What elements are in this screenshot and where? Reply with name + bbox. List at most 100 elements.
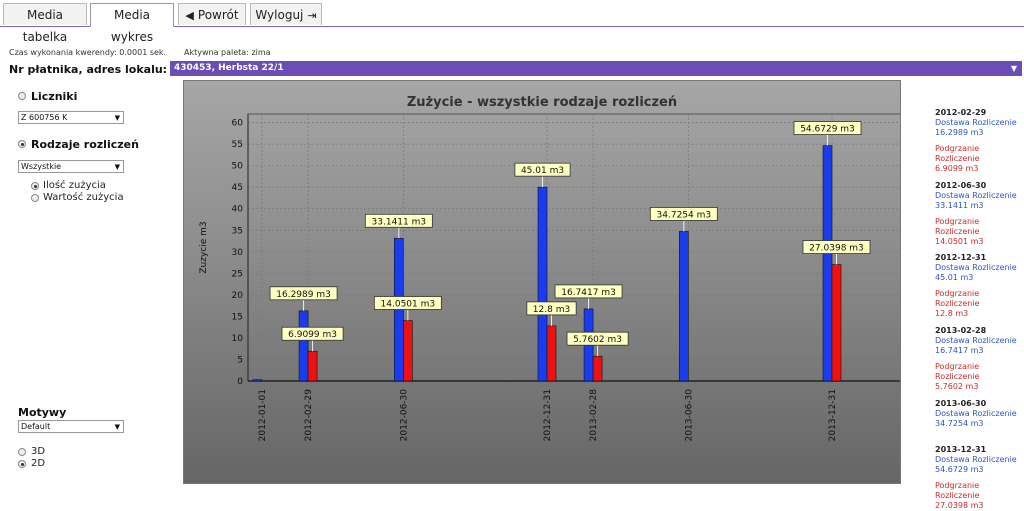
arrow-left-icon: ◀	[185, 9, 194, 22]
legend-series-name: Dostawa Rozliczenie	[935, 118, 1017, 127]
legend-series-name: Dostawa Rozliczenie	[935, 263, 1017, 272]
y-tick-label: 40	[232, 205, 244, 215]
dim-label-2d: 2D	[31, 458, 46, 469]
tab-logout[interactable]: Wyloguj ⇥	[250, 3, 322, 25]
data-label: 6.9099 m3	[288, 330, 337, 340]
legend-entry: 2012-12-31 Dostawa Rozliczenie 45.01 m3 Pod…	[935, 253, 1024, 319]
themes-label: Motywy	[18, 406, 67, 419]
bar-podgrzanie	[307, 350, 318, 382]
data-label-box	[364, 213, 433, 228]
x-tick-label: 2013-02-28	[589, 389, 599, 442]
legend-series-value: 54.6729 m3	[935, 465, 984, 474]
types-select-value: Wszystkie	[21, 162, 62, 171]
y-tick-label: 30	[232, 248, 244, 258]
legend-series-value: 45.01 m3	[935, 273, 974, 282]
tab-label: Media tabelka	[22, 8, 68, 44]
meter-select[interactable]: Z 600756 K ▼	[18, 111, 124, 124]
bar-podgrzanie	[592, 355, 603, 382]
data-label: 54.6729 m3	[800, 125, 855, 135]
legend-series-value: 16.2989 m3	[935, 128, 984, 137]
legend-series-name: Podgrzanie Rozliczenie	[935, 289, 980, 308]
data-label: 5.7602 m3	[573, 335, 622, 345]
data-label: 14.0501 m3	[381, 299, 436, 309]
chevron-down-icon: ▼	[114, 163, 120, 171]
legend-series-name: Podgrzanie Rozliczenie	[935, 481, 980, 500]
data-label-box	[514, 162, 571, 177]
theme-select-value: Default	[21, 422, 51, 431]
legend-series-name: Dostawa Rozliczenie	[935, 409, 1017, 418]
data-label-box	[554, 284, 623, 299]
legend-entry: 2012-06-30 Dostawa Rozliczenie 33.1411 m3 P…	[935, 181, 1024, 247]
bar-dostawa	[298, 310, 309, 382]
chevron-down-icon: ▼	[114, 114, 120, 122]
dim-radio-3d[interactable]	[18, 448, 26, 456]
bar-dostawa	[822, 145, 833, 382]
query-time: Czas wykonania kwerendy: 0.0001 sek.	[9, 48, 167, 57]
bar-podgrzanie	[403, 320, 413, 382]
bar-dostawa	[252, 379, 263, 382]
legend-series-name: Podgrzanie Rozliczenie	[935, 144, 980, 163]
dim-radio-2d[interactable]	[18, 460, 26, 468]
data-label-box	[373, 296, 442, 310]
legend-entry: 2013-12-31 Dostawa Rozliczenie 54.6729 m3 P…	[935, 445, 1024, 511]
legend-entry: 2013-06-30 Dostawa Rozliczenie 34.7254 m3	[935, 399, 1017, 429]
legend-date: 2013-06-30	[935, 399, 987, 408]
y-tick-label: 35	[232, 226, 243, 236]
mode-label-quantity: Ilość zużycia	[43, 180, 106, 191]
legend-series-name: Podgrzanie Rozliczenie	[935, 217, 980, 236]
legend-series-name: Dostawa Rozliczenie	[935, 455, 1017, 464]
y-tick-label: 0	[237, 377, 243, 387]
legend-date: 2012-06-30	[935, 181, 987, 190]
y-tick-label: 15	[232, 312, 243, 322]
x-tick-label: 2013-06-30	[684, 389, 694, 442]
data-label-box	[281, 326, 344, 341]
types-select[interactable]: Wszystkie ▼	[18, 160, 124, 173]
legend-date: 2012-12-31	[935, 253, 987, 262]
address-value: 430453, Herbsta 22/1	[174, 63, 284, 73]
types-label: Rodzaje rozliczeń	[31, 138, 139, 151]
bar-podgrzanie	[831, 264, 842, 382]
chevron-down-icon: ▼	[1010, 64, 1017, 73]
legend-series-value: 14.0501 m3	[935, 237, 984, 246]
data-label: 16.7417 m3	[561, 288, 616, 298]
legend-series-value: 5.7602 m3	[935, 382, 979, 391]
x-tick-label: 2013-12-31	[828, 389, 838, 441]
bar-dostawa	[679, 231, 689, 382]
y-tick-label: 55	[232, 140, 243, 150]
tab-media-wykres[interactable]: Media wykres	[90, 3, 174, 44]
active-palette: Aktywna paleta: zima	[184, 48, 271, 57]
meters-radio[interactable]	[18, 92, 26, 100]
legend-series-name: Dostawa Rozliczenie	[935, 191, 1017, 200]
dim-label-3d: 3D	[31, 446, 46, 457]
legend-series-value: 33.1411 m3	[935, 201, 984, 210]
x-tick-label: 2012-01-01	[258, 389, 268, 441]
chart-title: Zużycie - wszystkie rodzaje rozliczeń	[407, 95, 677, 110]
mode-radio-quantity[interactable]	[31, 182, 39, 190]
tab-media-tabelka[interactable]: Media tabelka	[3, 3, 87, 44]
types-radio[interactable]	[18, 140, 26, 148]
data-label-box	[566, 331, 629, 346]
meters-label: Liczniki	[31, 90, 78, 103]
data-label: 16.2989 m3	[276, 290, 331, 300]
legend-date: 2013-02-28	[935, 326, 987, 335]
tab-label: Powrót	[197, 8, 239, 22]
legend-series-value: 6.9099 m3	[935, 164, 979, 173]
data-label-box	[649, 207, 718, 221]
mode-radio-value[interactable]	[31, 194, 39, 202]
y-tick-label: 50	[232, 162, 244, 172]
tab-label: Wyloguj	[255, 8, 304, 22]
data-label: 34.7254 m3	[657, 210, 712, 220]
mode-label-value: Wartość zużycia	[43, 192, 124, 203]
address-select[interactable]: 430453, Herbsta 22/1 ▼	[170, 61, 1022, 76]
theme-select[interactable]: Default ▼	[18, 420, 124, 433]
data-label-box	[793, 121, 862, 135]
tab-back[interactable]: ◀ Powrót	[178, 3, 246, 25]
y-tick-label: 20	[232, 291, 244, 301]
legend-series-value: 12.8 m3	[935, 309, 969, 318]
y-axis-label: Zuzycie m3	[199, 221, 209, 273]
y-tick-label: 45	[232, 183, 243, 193]
tab-label: Media wykres	[110, 8, 154, 44]
x-tick-label: 2012-12-31	[543, 389, 553, 441]
legend-series-value: 16.7417 m3	[935, 346, 984, 355]
y-tick-label: 5	[237, 355, 243, 365]
